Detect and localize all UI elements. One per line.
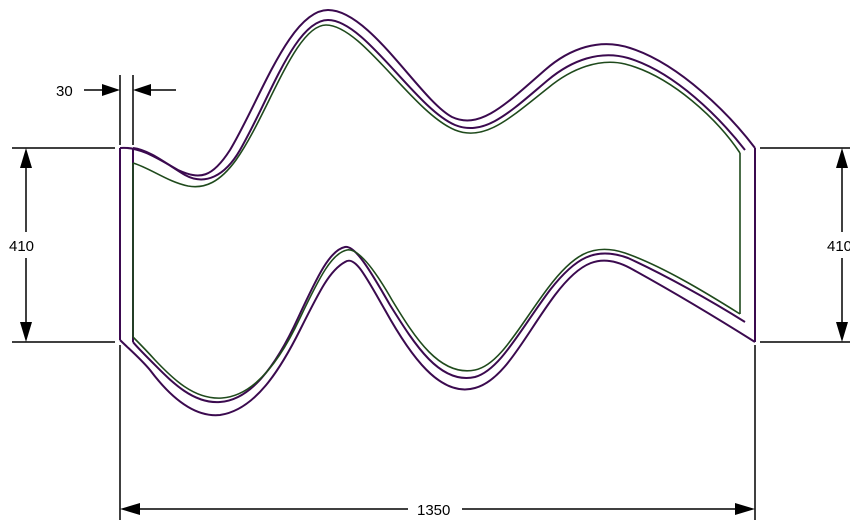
dimension-left-height: 410 bbox=[9, 147, 115, 343]
dimension-arrowhead bbox=[102, 84, 120, 96]
inner-profile bbox=[132, 24, 741, 399]
inner-profile-bottom-edge bbox=[132, 248, 741, 399]
left-height-label: 410 bbox=[9, 238, 34, 255]
dimension-total-width: 1350 bbox=[119, 345, 756, 520]
wall-thickness-label: 30 bbox=[56, 83, 73, 100]
dimension-arrowhead bbox=[120, 503, 140, 515]
total-width-label: 1350 bbox=[417, 502, 450, 519]
dimension-arrowhead bbox=[836, 322, 848, 342]
middle-profile-bottom-edge bbox=[132, 245, 746, 404]
middle-profile-top-edge bbox=[132, 18, 746, 181]
dimension-arrowhead bbox=[735, 503, 755, 515]
middle-profile bbox=[132, 18, 746, 404]
right-height-label: 410 bbox=[827, 238, 850, 255]
inner-profile-top-edge bbox=[132, 24, 741, 188]
outer-profile bbox=[119, 8, 756, 417]
outer-profile-top-edge bbox=[119, 8, 756, 177]
dimension-right-height: 410 bbox=[760, 147, 850, 343]
outer-profile-bottom-edge bbox=[119, 259, 756, 417]
dimension-arrowhead bbox=[836, 148, 848, 168]
dimension-wall-thickness: 30 bbox=[56, 75, 176, 145]
dimension-arrowhead bbox=[133, 84, 151, 96]
dimension-arrowhead bbox=[20, 148, 32, 168]
dimension-arrowhead bbox=[20, 322, 32, 342]
